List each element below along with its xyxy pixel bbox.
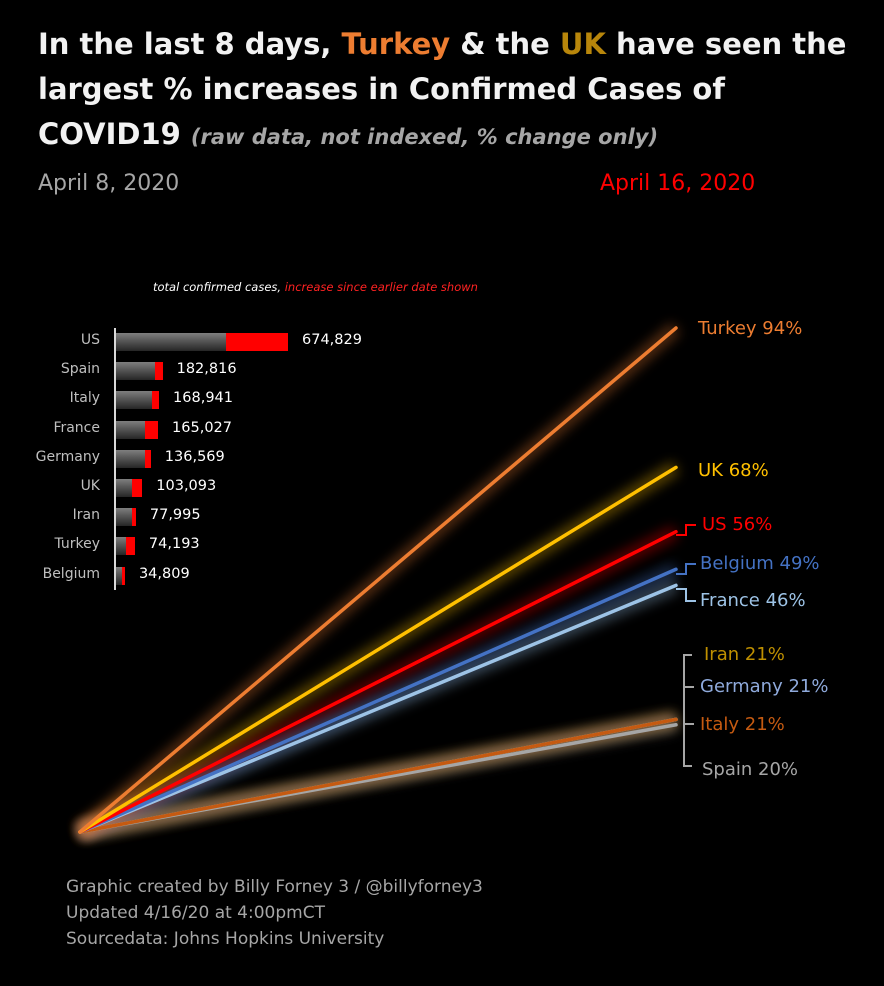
series-line-uk — [78, 465, 678, 834]
bar-axis — [114, 328, 116, 590]
bar-increase-italy — [151, 391, 160, 410]
bar-category-label: Germany — [35, 448, 100, 465]
bar-row-italy: Italy 168,941 — [0, 386, 420, 414]
bar-value-label: 136,569 — [164, 448, 225, 465]
bar-increase-uk — [131, 479, 143, 497]
note-increase: increase since earlier date shown — [284, 280, 478, 294]
bar-base-turkey — [116, 537, 126, 556]
series-label-france: France 46% — [700, 590, 806, 611]
bracket-belgium — [676, 563, 696, 575]
bar-row-iran: Iran 77,995 — [0, 503, 420, 531]
bar-value-label: 103,093 — [156, 478, 217, 494]
bar-increase-france — [144, 420, 159, 439]
bar-category-label: US — [80, 332, 100, 348]
series-line-belgium — [78, 567, 678, 834]
bar-value-label: 182,816 — [176, 361, 237, 378]
bar-row-turkey: Turkey 74,193 — [0, 532, 420, 560]
series-label-turkey: Turkey 94% — [698, 318, 803, 339]
bar-increase-belgium — [121, 566, 125, 585]
bar-increase-turkey — [125, 537, 135, 556]
bar-row-germany: Germany 136,569 — [0, 445, 420, 473]
bracket-us — [676, 524, 696, 536]
bar-value-label: 34,809 — [138, 565, 190, 582]
series-label-belgium: Belgium 49% — [700, 553, 820, 574]
label-brackets — [676, 524, 696, 767]
bar-category-label: UK — [80, 478, 100, 494]
bar-base-france — [116, 420, 145, 439]
bar-base-uk — [116, 479, 132, 497]
bracket-france — [676, 588, 696, 602]
end-date-label: April 16, 2020 — [600, 171, 756, 196]
series-label-italy: Italy 21% — [700, 714, 785, 735]
title-uk: UK — [559, 27, 606, 61]
credit-source: Sourcedata: Johns Hopkins University — [66, 929, 385, 949]
bar-increase-spain — [154, 362, 163, 381]
title-part2: & the — [450, 27, 560, 61]
series-label-uk: UK 68% — [698, 460, 769, 481]
title-turkey: Turkey — [341, 27, 451, 61]
bar-value-label: 74,193 — [148, 536, 200, 553]
bar-category-label: Spain — [60, 361, 100, 378]
bar-increase-germany — [144, 449, 151, 468]
bar-inset-note: total confirmed cases, increase since ea… — [153, 278, 478, 296]
series-label-iran: Iran 21% — [704, 644, 785, 665]
series-line-italy — [78, 717, 678, 834]
bar-row-uk: UK 103,093 — [0, 474, 420, 502]
bar-category-label: Iran — [72, 507, 100, 524]
title-part3: have seen the largest % increases in Con… — [38, 27, 847, 151]
bar-base-spain — [116, 362, 155, 381]
bar-category-label: Belgium — [42, 565, 100, 582]
chart-subtitle: (raw data, not indexed, % change only) — [190, 125, 659, 149]
bracket-group-low — [683, 654, 692, 767]
bar-category-label: Turkey — [54, 536, 100, 553]
bar-value-label: 77,995 — [149, 507, 201, 524]
bar-value-label: 165,027 — [172, 419, 233, 436]
bar-category-label: France — [53, 419, 100, 436]
title-part1: In the last 8 days, — [38, 27, 342, 61]
bar-base-italy — [116, 391, 152, 410]
series-line-turkey — [78, 326, 678, 834]
series-label-germany: Germany 21% — [700, 676, 829, 697]
series-line-france — [78, 583, 678, 834]
series-label-us: US 56% — [702, 514, 773, 535]
bar-value-label: 168,941 — [173, 390, 234, 407]
bar-row-us: US 674,829 — [0, 328, 420, 356]
start-date-label: April 8, 2020 — [38, 171, 180, 196]
bar-increase-iran — [132, 508, 136, 527]
credit-updated: Updated 4/16/20 at 4:00pmCT — [66, 903, 325, 923]
bar-row-belgium: Belgium 34,809 — [0, 562, 420, 590]
bar-base-us — [116, 333, 227, 351]
credit-author: Graphic created by Billy Forney 3 / @bil… — [66, 877, 483, 897]
bar-base-iran — [116, 508, 133, 527]
series-label-spain: Spain 20% — [702, 759, 799, 780]
credits: Graphic created by Billy Forney 3 / @bil… — [66, 874, 483, 952]
bar-increase-us — [226, 333, 288, 351]
bar-base-germany — [116, 449, 145, 468]
bar-row-france: France 165,027 — [0, 416, 420, 444]
bar-base-belgium — [116, 566, 122, 585]
note-total: total confirmed cases, — [153, 280, 285, 294]
bar-value-label: 674,829 — [302, 332, 362, 348]
line-layer — [78, 326, 678, 834]
series-line-us — [78, 529, 678, 834]
bar-row-spain: Spain 182,816 — [0, 357, 420, 385]
bar-category-label: Italy — [69, 390, 100, 407]
chart-title: In the last 8 days, Turkey & the UK have… — [38, 22, 858, 160]
